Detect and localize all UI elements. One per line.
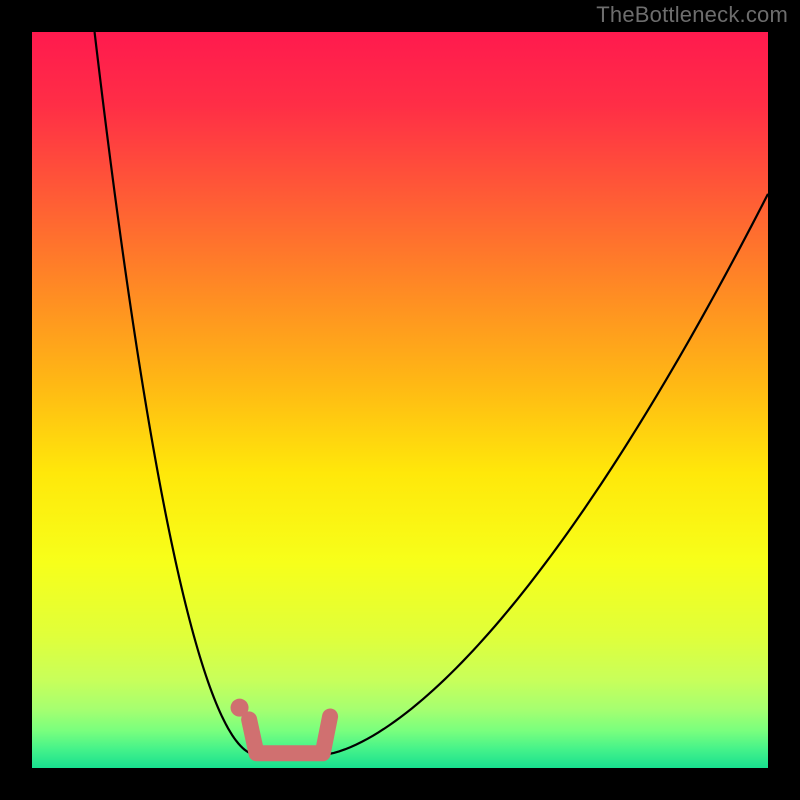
optimal-region-marker-dot — [231, 699, 249, 717]
bottleneck-chart — [0, 0, 800, 800]
plot-gradient-background — [32, 32, 768, 768]
watermark-label: TheBottleneck.com — [596, 2, 788, 28]
